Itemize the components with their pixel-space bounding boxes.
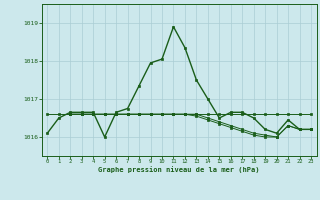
X-axis label: Graphe pression niveau de la mer (hPa): Graphe pression niveau de la mer (hPa) — [99, 167, 260, 173]
